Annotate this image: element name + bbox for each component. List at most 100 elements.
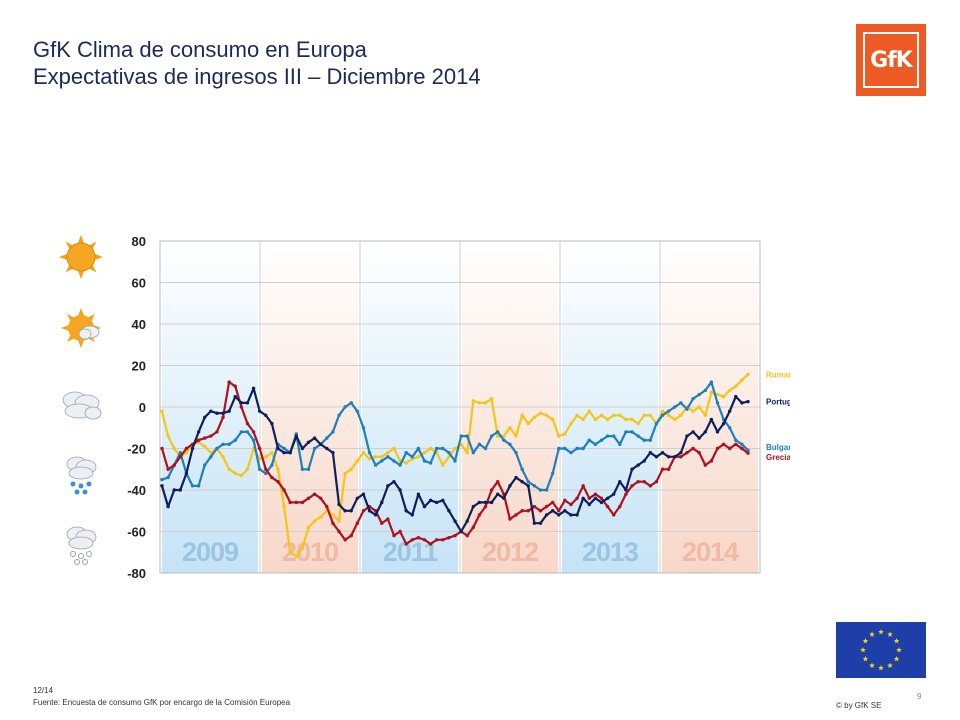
data-point-rumania: [630, 417, 634, 422]
data-point-portugal: [581, 496, 585, 500]
data-point-grecia: [557, 509, 561, 513]
data-point-portugal: [160, 484, 164, 488]
data-point-rumania: [477, 401, 482, 405]
title-line-2: Expectativas de ingresos III – Diciembre…: [33, 64, 481, 89]
eu-flag: [836, 622, 926, 678]
y-tick-label: -80: [127, 566, 146, 581]
data-point-portugal: [605, 496, 610, 500]
data-point-rumania: [203, 444, 207, 449]
data-point-portugal: [355, 496, 360, 500]
data-point-grecia: [544, 504, 549, 509]
data-point-grecia: [740, 446, 744, 451]
snow-cloud-icon: [66, 526, 97, 565]
data-point-bulgaria: [544, 488, 549, 492]
eu-star-icon: [896, 647, 902, 653]
data-point-rumania: [319, 515, 323, 519]
data-point-grecia: [709, 459, 714, 463]
data-point-rumania: [489, 397, 494, 401]
data-point-portugal: [367, 509, 372, 513]
data-point-portugal: [508, 484, 512, 488]
data-point-portugal: [215, 411, 219, 415]
data-point-portugal: [373, 513, 378, 517]
data-point-portugal: [727, 409, 732, 413]
data-point-bulgaria: [325, 436, 329, 440]
data-point-rumania: [221, 455, 225, 459]
data-point-bulgaria: [715, 401, 720, 405]
data-point-portugal: [618, 480, 622, 484]
data-point-rumania: [441, 463, 445, 467]
data-point-bulgaria: [306, 467, 311, 471]
data-point-rumania: [373, 455, 378, 459]
series-label-grecia: Grecia -22,2: [766, 453, 790, 462]
data-point-grecia: [319, 496, 323, 500]
data-point-rumania: [227, 467, 231, 471]
data-point-rumania: [642, 413, 646, 417]
data-point-grecia: [581, 484, 585, 488]
data-point-rumania: [276, 467, 280, 471]
data-point-grecia: [441, 538, 445, 542]
data-point-rumania: [245, 467, 250, 471]
data-point-rumania: [648, 413, 653, 417]
data-point-portugal: [288, 450, 292, 455]
data-point-rumania: [734, 384, 738, 388]
data-point-rumania: [618, 413, 622, 417]
data-point-portugal: [703, 430, 707, 434]
data-point-grecia: [447, 536, 451, 540]
data-point-portugal: [630, 467, 634, 471]
data-point-rumania: [483, 401, 488, 405]
data-point-rumania: [471, 399, 476, 403]
data-point-bulgaria: [691, 397, 695, 401]
data-point-rumania: [740, 378, 744, 382]
data-point-grecia: [215, 430, 219, 434]
data-point-grecia: [312, 492, 317, 496]
data-point-portugal: [239, 401, 244, 405]
data-point-bulgaria: [270, 463, 274, 467]
data-point-bulgaria: [569, 450, 573, 455]
data-point-bulgaria: [605, 434, 610, 438]
sun-icon: [59, 235, 103, 279]
data-point-bulgaria: [166, 475, 170, 480]
data-point-portugal: [550, 509, 555, 513]
data-point-portugal: [648, 450, 653, 455]
y-tick-label: 80: [132, 234, 146, 249]
data-point-portugal: [270, 421, 274, 426]
data-point-grecia: [239, 405, 244, 409]
data-point-portugal: [709, 417, 714, 422]
series-label-bulgaria: Bulgaria -20,8: [766, 443, 790, 452]
data-point-portugal: [447, 509, 451, 513]
data-point-grecia: [251, 430, 256, 434]
data-point-portugal: [343, 509, 347, 513]
data-point-bulgaria: [343, 405, 347, 409]
data-point-portugal: [312, 436, 317, 440]
data-point-portugal: [465, 519, 469, 523]
data-point-portugal: [569, 513, 573, 517]
data-point-portugal: [441, 498, 445, 503]
data-point-grecia: [434, 538, 439, 542]
eu-star-icon: [869, 662, 875, 669]
data-point-rumania: [404, 461, 408, 465]
data-point-rumania: [624, 417, 628, 422]
data-point-bulgaria: [636, 434, 640, 438]
data-point-rumania: [679, 413, 683, 417]
eu-star-icon: [887, 662, 893, 669]
data-point-bulgaria: [221, 442, 225, 447]
data-point-bulgaria: [312, 446, 317, 451]
data-point-portugal: [587, 502, 591, 507]
data-point-portugal: [538, 521, 543, 525]
data-point-rumania: [569, 421, 573, 426]
cloud-icon: [62, 391, 102, 420]
data-point-portugal: [593, 496, 598, 500]
data-point-grecia: [178, 455, 183, 459]
data-point-grecia: [636, 480, 640, 484]
data-point-bulgaria: [203, 463, 207, 467]
data-point-portugal: [544, 513, 549, 517]
year-label-2013: 2013: [582, 537, 639, 567]
data-point-grecia: [227, 380, 231, 384]
data-point-portugal: [227, 409, 231, 413]
data-point-rumania: [386, 450, 390, 455]
data-point-bulgaria: [532, 484, 537, 488]
data-point-rumania: [331, 513, 335, 517]
data-point-grecia: [697, 450, 701, 455]
data-point-grecia: [715, 446, 720, 451]
data-point-bulgaria: [264, 471, 268, 476]
